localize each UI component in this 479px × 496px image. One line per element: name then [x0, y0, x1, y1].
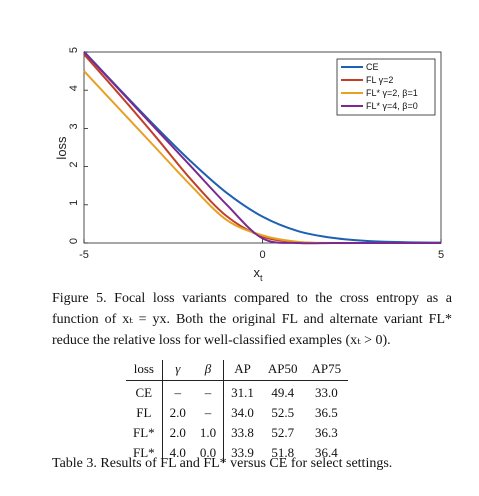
table-cell: 31.1 — [231, 385, 254, 400]
x-tick-label: -5 — [79, 249, 89, 261]
x-axis-label-sub: t — [260, 273, 263, 283]
table-cell: 34.0 — [231, 405, 254, 420]
table-cell: – — [192, 403, 225, 423]
legend-label: CE — [366, 62, 379, 72]
table-cell: 2.0 — [169, 405, 186, 420]
table-header-row: loss γ β AP AP50 AP75 — [126, 360, 349, 381]
table-cell: – — [192, 380, 225, 403]
loss-plot: 0 1 2 3 4 5 -5 0 5 loss xt CE FL γ=2 FL* γ=2, β=1 F… — [54, 47, 444, 283]
table-cell: 4.0 — [169, 445, 186, 460]
x-axis-label-main: x — [253, 265, 260, 280]
table-cell: 36.3 — [314, 425, 338, 440]
y-tick-label: 0 — [68, 238, 80, 244]
figure-label: Figure 5. — [52, 291, 107, 306]
header-ap75: AP75 — [304, 360, 349, 381]
table-cell: FL* — [126, 443, 163, 463]
table-cell: 1.0 — [192, 423, 225, 443]
y-tick-label: 2 — [68, 162, 80, 168]
y-tick-label: 1 — [68, 200, 80, 206]
table-row: CE – –31.1 49.4 33.0 — [126, 380, 348, 403]
chart-legend: CE FL γ=2 FL* γ=2, β=1 FL* γ=4, β=0 — [336, 58, 436, 116]
table-cell: 33.9 — [231, 445, 254, 460]
header-loss: loss — [126, 360, 163, 381]
table-row: FL* 4.0 0.0 33.9 51.8 36.4 — [126, 443, 348, 463]
table-caption: Table 3. Results of FL and FL* versus CE… — [52, 456, 393, 471]
results-table: loss γ β AP AP50 AP75 CE – –31.1 49.4 33.0 FL… — [126, 360, 349, 463]
legend-label: FL* γ=4, β=0 — [366, 101, 418, 111]
legend-label: FL γ=2 — [366, 75, 393, 85]
table-cell: 36.4 — [314, 445, 338, 460]
header-ap: AP — [223, 360, 261, 381]
legend-box — [336, 58, 436, 116]
table-row: FL* 2.0 1.0 33.8 52.7 36.3 — [126, 423, 348, 443]
x-tick-label: 0 — [259, 249, 265, 261]
table-cell: 49.4 — [271, 385, 295, 400]
series-line-3 — [83, 51, 441, 245]
x-tick-label: 5 — [438, 249, 444, 261]
y-tick-label: 3 — [68, 123, 80, 129]
loss-chart: 0 1 2 3 4 5 -5 0 5 loss xt CE FL γ=2 FL* γ=2, β=1 F… — [54, 47, 444, 283]
table-cell: 2.0 — [169, 425, 186, 440]
y-axis-label: loss — [54, 136, 69, 160]
figure-caption: Figure 5. Focal loss variants compared t… — [52, 288, 452, 351]
table-cell: FL* — [126, 423, 163, 443]
x-axis-label: xt — [253, 265, 263, 283]
table-cell: 52.7 — [271, 425, 295, 440]
table-row: FL 2.0–34.0 52.5 36.5 — [126, 403, 348, 423]
table-cell: – — [174, 385, 182, 400]
figure-caption-text: Focal loss variants compared to the cros… — [52, 291, 452, 348]
y-tick-label: 4 — [68, 85, 80, 91]
table-cell: FL — [126, 403, 163, 423]
table-cell: CE — [126, 380, 163, 403]
table-cell: 0.0 — [192, 443, 225, 463]
header-beta: β — [192, 360, 225, 381]
table-cell: 33.0 — [314, 385, 338, 400]
y-tick-label: 5 — [68, 47, 80, 53]
legend-label: FL* γ=2, β=1 — [366, 88, 418, 98]
table-cell: 36.5 — [314, 405, 338, 420]
table-cell: 51.8 — [271, 445, 295, 460]
table-cell: 52.5 — [271, 405, 295, 420]
table-cell: 33.8 — [231, 425, 254, 440]
header-ap50: AP50 — [260, 360, 305, 381]
header-gamma: γ — [162, 360, 193, 381]
